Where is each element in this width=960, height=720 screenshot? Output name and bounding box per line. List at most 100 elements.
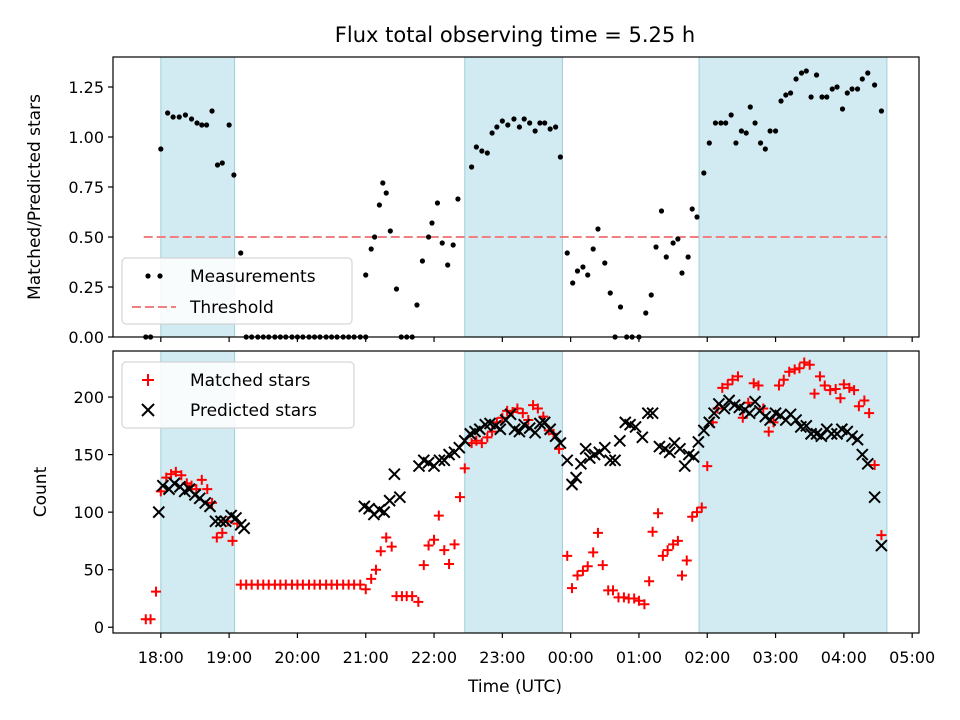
measurement-point [176,114,182,120]
measurement-point [505,122,511,128]
matched-star-point [433,510,444,521]
measurement-point [865,70,871,76]
top-y-tick-label: 0.25 [68,278,104,297]
predicted-star-point [861,457,874,471]
matched-star-point [386,541,397,552]
matched-star-point [176,470,187,481]
top-legend-box [121,257,353,325]
x-tick-label: 05:00 [889,648,935,667]
bottom-observing-window-2 [464,350,563,634]
legend-measurements-label: Measurements [190,267,316,287]
top-y-axis-label: Matched/Predicted stars [25,94,45,300]
matched-star-point [413,596,424,607]
matched-star-point [681,555,692,566]
predicted-star-point [641,406,655,420]
measurement-point [689,206,695,212]
matched-star-point [809,388,820,399]
matched-star-point [562,550,573,561]
measurement-point [376,202,382,208]
matched-star-point [512,403,523,414]
measurement-point [165,110,171,116]
measurement-point [445,262,451,268]
matched-star-point [375,546,386,557]
bottom-observing-window-3 [698,350,888,634]
predicted-star-point [804,427,818,441]
predicted-star-point [168,477,181,490]
bottom-y-tick-label: 150 [73,446,104,465]
matched-star-point [753,380,764,391]
measurement-point [590,246,596,252]
matched-star-point [825,385,836,396]
measurement-point [694,214,700,220]
matched-star-point [717,382,728,393]
matched-star-point [366,573,377,584]
matched-star-point [418,560,429,571]
measurement-point [511,116,517,122]
matched-star-point [597,560,608,571]
matched-star-point [676,570,687,581]
matched-star-point [732,371,743,382]
predicted-star-point [703,416,716,429]
matched-star-point [202,484,213,495]
measurement-point [521,116,527,122]
measurement-point [380,180,386,186]
matched-star-point [532,403,543,414]
measurement-point [706,140,712,146]
measurement-point [602,260,608,266]
predicted-star-point [528,426,542,439]
measurement-point [557,154,563,160]
bottom-legend-box [121,361,355,429]
measurement-point [854,86,861,92]
matched-star-point [876,530,887,541]
matched-star-point [517,408,528,419]
measurement-point [516,124,523,130]
matched-star-point [629,593,640,604]
predicted-star-point [608,454,622,467]
legend-predicted-label: Predicted stars [190,401,317,421]
predicted-star-point [673,442,687,456]
predicted-star-point [875,539,888,552]
measurement-point [648,292,654,298]
predicted-star-point [845,429,859,443]
legend-predicted-marker [141,403,155,417]
measurement-point [819,94,825,100]
measurement-point [469,164,475,170]
predicted-star-point [453,441,466,454]
top-y-tick-label: 0.00 [68,328,104,347]
x-tick-label: 00:00 [548,648,594,667]
legend-matched-label: Matched stars [190,371,310,391]
measurement-point [455,196,461,202]
measurement-point [813,72,820,78]
measurement-point [783,92,789,98]
matched-star-point [211,532,222,543]
measurement-point [238,250,244,256]
legend-matched-marker [142,374,154,386]
predicted-star-point [549,429,562,443]
x-tick-label: 18:00 [138,648,184,667]
predicted-star-point [663,446,676,459]
matched-star-point [592,527,603,538]
matched-star-point [459,463,470,474]
matched-star-point [804,359,815,370]
predicted-star-point [687,450,700,464]
measurement-point [363,272,369,278]
matched-star-point [789,364,800,375]
top-axes-frame [112,56,920,338]
measurement-point [733,140,739,146]
matched-star-point [814,371,825,382]
measurement-point [787,90,794,96]
bottom-y-ticks: 0 50 100 150 200 [73,388,113,637]
matched-star-point [644,576,655,587]
matched-star-point [727,374,738,385]
bottom-legend: Matched stars Predicted stars [121,361,355,429]
matched-star-point [471,435,482,446]
measurement-point [712,120,719,126]
matched-star-point [217,527,228,538]
matched-star-point [381,532,392,543]
matched-star-point [639,599,650,610]
predicted-star-point [825,427,838,441]
measurement-point [564,250,570,256]
top-observing-window-2 [464,56,563,338]
predicted-star-point [517,418,531,431]
predicted-star-point [152,505,165,519]
